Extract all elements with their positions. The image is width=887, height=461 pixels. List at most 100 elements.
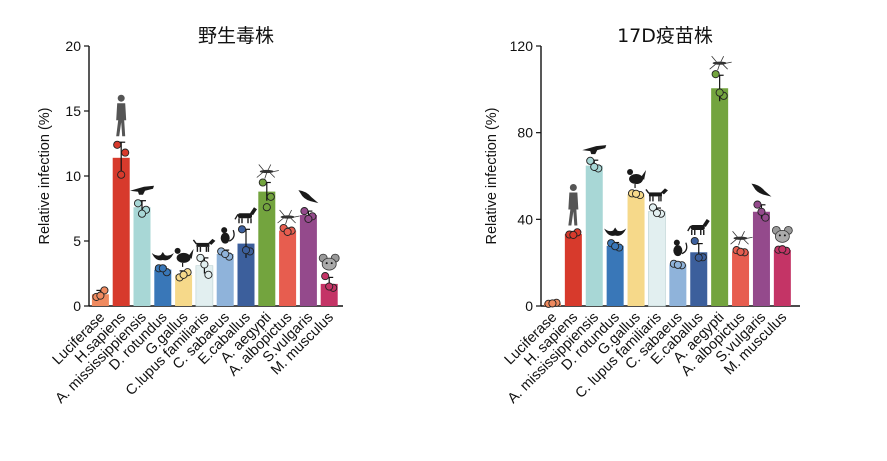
alligator-icon bbox=[130, 185, 154, 195]
data-point bbox=[179, 270, 188, 279]
data-point bbox=[321, 272, 330, 281]
mouse-icon bbox=[318, 253, 340, 271]
data-point bbox=[652, 208, 662, 218]
data-point bbox=[300, 207, 309, 216]
data-point bbox=[715, 88, 724, 97]
mouse-eye-right bbox=[330, 262, 333, 265]
dog-legs bbox=[192, 239, 210, 252]
mosquito-body bbox=[733, 236, 748, 240]
y-tick-label: 80 bbox=[517, 125, 533, 141]
data-point bbox=[325, 282, 334, 291]
alligator-shape bbox=[582, 145, 607, 155]
bird-shape bbox=[751, 183, 772, 197]
bat-shape bbox=[151, 252, 174, 261]
bar-7 bbox=[237, 243, 255, 306]
human-head bbox=[569, 183, 577, 191]
chicken-tail bbox=[641, 170, 647, 181]
data-point bbox=[632, 189, 641, 198]
y-axis-label: Relative infection (%) bbox=[484, 108, 500, 245]
bar-3 bbox=[606, 245, 624, 306]
bar-10 bbox=[752, 211, 770, 306]
data-point bbox=[753, 200, 762, 209]
bar-9 bbox=[732, 251, 750, 306]
dog-head bbox=[208, 238, 216, 245]
data-point bbox=[258, 178, 267, 187]
data-point bbox=[266, 192, 275, 201]
horse-body bbox=[690, 225, 705, 230]
human-icon bbox=[568, 183, 579, 226]
bar-10 bbox=[299, 215, 317, 306]
mosquito-icon bbox=[730, 230, 753, 246]
bird-shape bbox=[298, 190, 319, 204]
bar-0 bbox=[91, 294, 109, 306]
y-tick-label: 40 bbox=[517, 211, 533, 227]
data-point bbox=[673, 260, 682, 269]
data-point bbox=[204, 270, 213, 279]
data-point bbox=[569, 230, 578, 239]
data-point bbox=[241, 246, 251, 255]
bar-11 bbox=[773, 250, 791, 306]
chicken-head bbox=[627, 169, 634, 176]
mosquito-icon bbox=[256, 164, 279, 179]
horse-legs bbox=[234, 213, 252, 224]
data-point bbox=[137, 209, 147, 218]
monkey-head bbox=[221, 227, 228, 234]
bat-icon bbox=[151, 252, 174, 261]
monkey-icon bbox=[673, 239, 688, 257]
monkey-tail bbox=[228, 229, 235, 242]
bar-8 bbox=[711, 88, 729, 306]
data-point bbox=[778, 245, 787, 254]
chart-title: 野生毒株 bbox=[198, 25, 274, 47]
bar-7 bbox=[690, 252, 708, 306]
data-point bbox=[590, 162, 599, 171]
data-point bbox=[221, 249, 230, 259]
bat-icon bbox=[604, 227, 627, 236]
chicken-body bbox=[629, 174, 644, 185]
chicken-tail bbox=[188, 248, 194, 259]
monkey-body bbox=[220, 232, 230, 244]
mouse-face bbox=[774, 229, 790, 243]
y-tick-label: 0 bbox=[525, 298, 533, 314]
data-point bbox=[113, 140, 122, 149]
mosquito-icon bbox=[709, 55, 732, 71]
data-point bbox=[761, 213, 770, 222]
data-point bbox=[611, 242, 620, 251]
y-tick-label: 0 bbox=[73, 298, 81, 314]
bar-4 bbox=[175, 274, 193, 306]
y-tick-label: 10 bbox=[65, 168, 81, 184]
bird-icon bbox=[751, 183, 772, 197]
y-tick-label: 5 bbox=[73, 233, 81, 249]
bar-1 bbox=[112, 157, 130, 306]
chicken-icon bbox=[627, 169, 647, 189]
data-point bbox=[711, 70, 720, 79]
bar-2 bbox=[585, 165, 603, 306]
dog-icon bbox=[192, 238, 216, 252]
human-head bbox=[117, 94, 125, 102]
mosquito-body bbox=[280, 215, 295, 219]
data-point bbox=[196, 253, 205, 262]
data-point bbox=[304, 214, 313, 223]
data-point bbox=[548, 299, 557, 308]
bar-4 bbox=[627, 194, 645, 306]
data-point bbox=[158, 264, 167, 273]
y-tick-label: 20 bbox=[65, 38, 81, 54]
horse-icon bbox=[234, 207, 257, 224]
dog-legs bbox=[645, 188, 662, 202]
human-body bbox=[116, 103, 127, 137]
chicken-head bbox=[174, 247, 181, 254]
alligator-icon bbox=[582, 145, 607, 155]
bar-2 bbox=[133, 207, 151, 306]
bar-8 bbox=[258, 191, 276, 306]
dog-head bbox=[660, 188, 668, 195]
data-point bbox=[694, 253, 703, 262]
monkey-icon bbox=[220, 227, 235, 244]
y-axis-label: Relative infection (%) bbox=[37, 108, 53, 245]
dog-body bbox=[648, 192, 662, 197]
human-icon bbox=[116, 94, 127, 137]
monkey-tail bbox=[681, 242, 688, 255]
data-point bbox=[586, 156, 595, 165]
bar-1 bbox=[564, 234, 582, 306]
mosquito-legs bbox=[277, 209, 300, 225]
